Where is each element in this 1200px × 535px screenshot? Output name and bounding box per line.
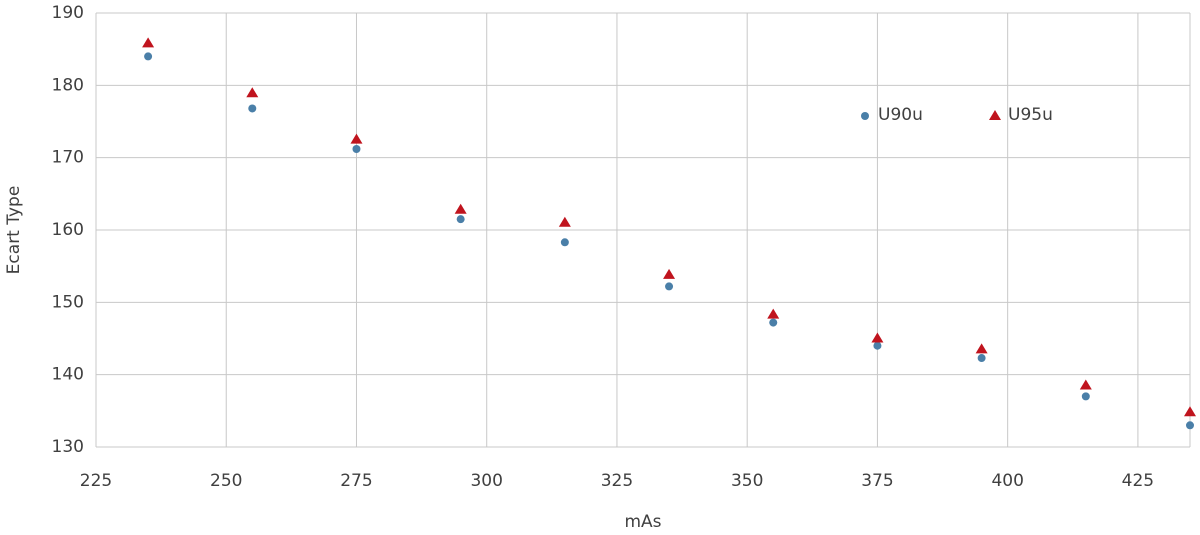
marker — [456, 215, 465, 224]
y-tick-label: 190 — [52, 3, 84, 23]
x-tick-label: 325 — [601, 471, 633, 491]
marker — [769, 318, 778, 327]
marker — [1079, 379, 1092, 390]
y-tick-label: 130 — [52, 437, 84, 457]
y-tick-label: 150 — [52, 292, 84, 312]
marker — [248, 104, 257, 113]
marker — [558, 216, 571, 227]
marker — [454, 203, 467, 214]
x-axis-title: mAs — [624, 512, 661, 532]
legend-label: U95u — [1008, 105, 1053, 125]
x-tick-label: 250 — [210, 471, 242, 491]
y-axis-title: Ecart Type — [4, 186, 24, 275]
y-tick-label: 180 — [52, 75, 84, 95]
y-tick-label: 160 — [52, 220, 84, 240]
x-tick-label: 225 — [80, 471, 112, 491]
marker — [144, 52, 153, 61]
marker — [560, 238, 569, 247]
x-tick-label: 425 — [1122, 471, 1154, 491]
marker — [873, 341, 882, 350]
marker — [861, 112, 869, 120]
x-tick-label: 275 — [340, 471, 372, 491]
marker — [350, 133, 363, 144]
marker — [142, 37, 155, 48]
marker — [767, 308, 780, 319]
marker — [1186, 421, 1194, 430]
x-tick-label: 375 — [861, 471, 893, 491]
y-tick-label: 170 — [52, 148, 84, 168]
marker — [663, 268, 676, 279]
marker — [352, 144, 361, 153]
marker — [975, 343, 988, 354]
marker — [871, 332, 884, 343]
x-tick-label: 300 — [470, 471, 502, 491]
marker — [1081, 392, 1090, 401]
marker — [246, 87, 259, 98]
marker — [977, 354, 986, 363]
x-tick-label: 400 — [991, 471, 1023, 491]
legend-label: U90u — [878, 105, 923, 125]
marker — [989, 110, 1001, 120]
x-tick-label: 350 — [731, 471, 763, 491]
marker — [1184, 406, 1196, 417]
y-tick-label: 140 — [52, 365, 84, 385]
marker — [665, 282, 674, 291]
